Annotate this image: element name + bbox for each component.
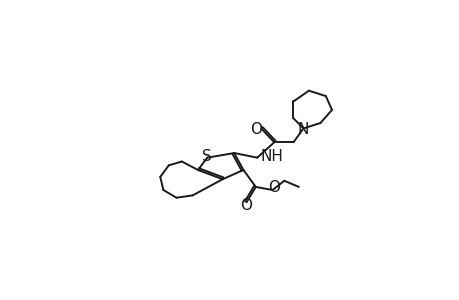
Text: S: S [202,149,212,164]
Text: O: O [250,122,262,137]
Text: O: O [239,198,251,213]
Text: NH: NH [260,149,283,164]
Text: N: N [297,122,308,137]
Text: O: O [268,180,280,195]
